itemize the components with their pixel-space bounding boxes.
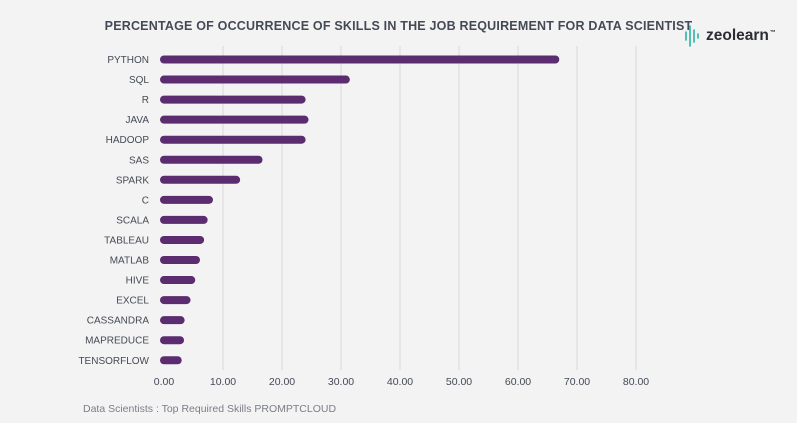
x-tick-label: 30.00 [328, 376, 354, 388]
bar-java [160, 115, 309, 124]
x-tick-label: 50.00 [446, 376, 472, 388]
category-label: C [142, 195, 149, 206]
source-note: Data Scientists : Top Required Skills PR… [83, 403, 337, 415]
zeolearn-logo: zeolearn™ [684, 22, 776, 50]
bar-python [160, 55, 560, 64]
category-label: CASSANDRA [87, 316, 150, 327]
bar-sas [160, 155, 263, 164]
chart-title: PERCENTAGE OF OCCURRENCE OF SKILLS IN TH… [104, 19, 693, 33]
x-tick-label: 10.00 [210, 376, 236, 388]
category-label: SQL [129, 75, 149, 86]
audio-wave-logo-icon [685, 25, 699, 47]
category-labels: PYTHON SQL R JAVA HADOOP SAS SPARK C SCALA TABLEA… [78, 55, 149, 367]
category-label: HADOOP [106, 135, 150, 146]
logo-text: zeolearn™ [706, 27, 776, 45]
bars [160, 55, 560, 365]
bar-scala [160, 215, 208, 224]
bar-c [160, 195, 213, 204]
bar-tableau [160, 235, 205, 244]
x-tick-label: 60.00 [505, 376, 531, 388]
category-label: HIVE [126, 276, 150, 287]
x-tick-label: 70.00 [564, 376, 590, 388]
x-tick-label: 0.00 [154, 376, 175, 388]
category-label: PYTHON [107, 55, 149, 66]
category-label: EXCEL [116, 296, 149, 307]
bar-matlab [160, 256, 200, 264]
x-tick-label: 20.00 [269, 376, 295, 388]
logo-wordmark: zeolearn [706, 27, 769, 44]
category-label: MATLAB [110, 256, 150, 267]
bar-spark [160, 175, 241, 184]
category-label: SAS [129, 155, 149, 166]
category-label: TABLEAU [104, 235, 149, 246]
bar-hive [160, 276, 196, 285]
category-label: R [142, 95, 149, 106]
bar-sql [160, 75, 350, 84]
grid-lines [222, 46, 637, 370]
bar-excel [160, 296, 191, 305]
bar-mapreduce [160, 336, 185, 345]
category-label: JAVA [125, 115, 149, 126]
x-tick-label: 40.00 [387, 376, 413, 388]
bar-hadoop [160, 135, 306, 144]
x-tick-label: 80.00 [623, 376, 649, 388]
bar-cassandra [160, 316, 185, 325]
bar-tensorflow [160, 356, 182, 365]
category-label: TENSORFLOW [78, 356, 149, 367]
category-label: MAPREDUCE [85, 336, 149, 347]
x-tick-labels: 0.00 10.00 20.00 30.00 40.00 50.00 60.00 70.00 8… [154, 376, 650, 388]
logo-trademark: ™ [769, 29, 776, 36]
bar-r [160, 95, 306, 104]
category-label: SPARK [116, 175, 149, 186]
category-label: SCALA [116, 215, 149, 226]
